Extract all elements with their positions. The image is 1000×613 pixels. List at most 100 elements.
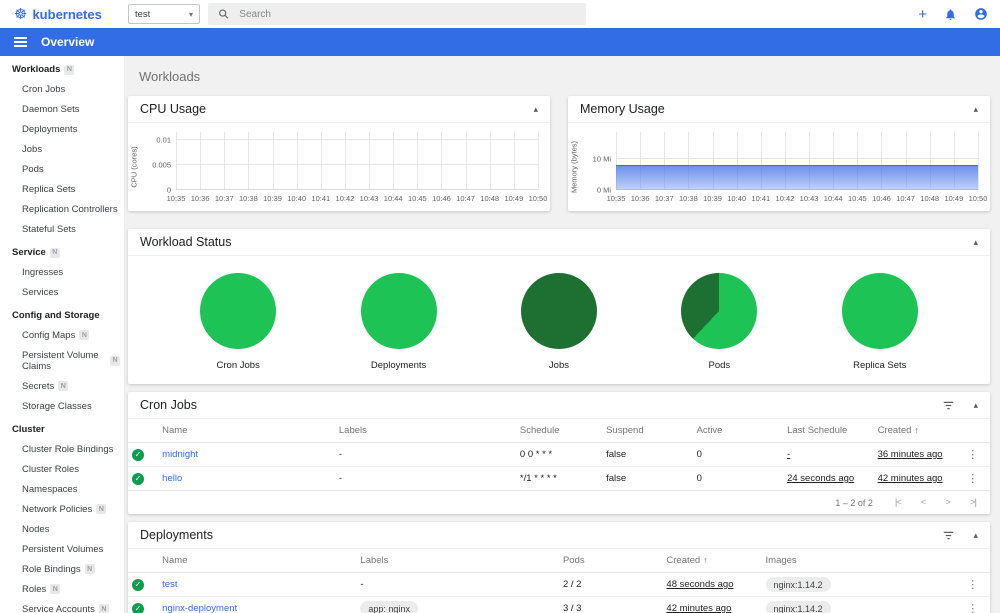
namespace-select[interactable]: test ▾: [128, 4, 200, 24]
sidebar-item-secrets[interactable]: Secrets N: [0, 376, 124, 396]
column-header-labels[interactable]: Labels: [334, 419, 516, 443]
label-chip: nginx:1.14.2: [765, 577, 831, 592]
sidebar-item-persistent-volumes[interactable]: Persistent Volumes: [0, 539, 124, 559]
sidebar-item-label: Cluster Roles: [22, 463, 80, 475]
column-header-images[interactable]: Images: [761, 549, 956, 573]
sidebar-item-config-maps[interactable]: Config Maps N: [0, 325, 124, 345]
sidebar-item-deployments[interactable]: Deployments: [0, 119, 124, 139]
sidebar-item-ingresses[interactable]: Ingresses: [0, 262, 124, 282]
last-page-icon[interactable]: >|: [969, 497, 977, 508]
sidebar-item-stateful-sets[interactable]: Stateful Sets: [0, 219, 124, 239]
collapse-up-icon[interactable]: ▴: [973, 236, 978, 247]
created-timestamp-link[interactable]: 42 minutes ago: [666, 603, 732, 613]
create-resource-icon[interactable]: +: [918, 5, 927, 23]
column-header-name[interactable]: Name: [158, 549, 357, 573]
column-header-label: Created: [666, 555, 701, 566]
created-cell: 36 minutes ago: [873, 442, 956, 467]
kebab-menu-icon[interactable]: ⋮: [967, 473, 979, 485]
timestamp-link[interactable]: -: [787, 449, 791, 460]
column-header-labels[interactable]: Labels: [356, 549, 559, 573]
pagination-controls: |< < > >|: [894, 497, 977, 508]
collapse-up-icon[interactable]: ▴: [533, 103, 538, 114]
sidebar-item-storage-classes[interactable]: Storage Classes: [0, 396, 124, 416]
first-page-icon[interactable]: |<: [894, 497, 902, 508]
filter-icon[interactable]: [942, 400, 955, 411]
cell-text: 0: [696, 449, 702, 460]
column-header-name[interactable]: Name: [158, 419, 335, 443]
collapse-up-icon[interactable]: ▴: [973, 103, 978, 114]
sidebar-item-nodes[interactable]: Nodes: [0, 519, 124, 539]
sidebar-item-label: Services: [22, 286, 59, 298]
pie-chart[interactable]: [360, 273, 437, 349]
kebab-menu-icon[interactable]: ⋮: [967, 603, 979, 613]
kubernetes-wheel-icon: ☸: [14, 5, 28, 23]
sidebar-item-cluster-roles[interactable]: Cluster Roles: [0, 459, 124, 479]
filter-icon[interactable]: [942, 530, 955, 541]
column-header-schedule[interactable]: Schedule: [515, 419, 603, 443]
sidebar-item-cron-jobs[interactable]: Cron Jobs: [0, 79, 124, 99]
kebab-menu-icon[interactable]: ⋮: [967, 449, 979, 461]
pie-chart[interactable]: [841, 273, 918, 349]
column-header-label: Pods: [562, 555, 585, 566]
workload-status-pie-pods: Pods: [681, 273, 758, 371]
workload-status-pie-cron-jobs: Cron Jobs: [200, 273, 277, 371]
cron-jobs-pagination: 1 – 2 of 2 |< < > >|: [128, 491, 990, 514]
created-timestamp-link[interactable]: 48 seconds ago: [666, 579, 734, 590]
workload-status-card: Workload Status ▴ Cron Jobs Deployments Jo…: [128, 229, 990, 384]
collapse-up-icon[interactable]: ▴: [973, 529, 978, 540]
resource-name-link[interactable]: hello: [162, 473, 183, 484]
resource-name-link[interactable]: midnight: [162, 449, 199, 460]
sidebar-section-config-and-storage[interactable]: Config and Storage: [0, 302, 124, 325]
column-header-created[interactable]: Created ↑: [873, 419, 956, 443]
column-header-suspend[interactable]: Suspend: [602, 419, 693, 443]
pie-chart[interactable]: [200, 273, 277, 349]
search-input[interactable]: [239, 8, 576, 20]
created-timestamp-link[interactable]: 36 minutes ago: [877, 449, 943, 460]
gridline: [296, 132, 298, 190]
memory-usage-title: Memory Usage: [580, 102, 665, 116]
timestamp-link[interactable]: 24 seconds ago: [787, 473, 855, 484]
pie-chart[interactable]: [520, 273, 597, 349]
x-axis-tick-label: 10:50: [528, 194, 548, 203]
chart-plot-area: 10:35 10:36 10:37 10:38 10:39 10:40 10:41 10:42…: [152, 132, 547, 203]
sidebar-item-roles[interactable]: Roles N: [0, 579, 124, 599]
search-bar[interactable]: [208, 3, 586, 25]
sidebar-section-workloads[interactable]: Workloads N: [0, 56, 124, 79]
sidebar-item-daemon-sets[interactable]: Daemon Sets: [0, 99, 124, 119]
sidebar-item-replication-controllers[interactable]: Replication Controllers: [0, 199, 124, 219]
user-account-icon[interactable]: [974, 7, 988, 21]
sidebar-item-jobs[interactable]: Jobs: [0, 139, 124, 159]
sidebar-item-service-accounts[interactable]: Service Accounts N: [0, 599, 124, 613]
column-header-last-schedule[interactable]: Last Schedule: [783, 419, 874, 443]
pie-chart[interactable]: [681, 273, 758, 349]
menu-hamburger-icon[interactable]: [14, 37, 27, 47]
namespaced-badge: N: [58, 381, 69, 391]
sidebar-item-replica-sets[interactable]: Replica Sets: [0, 179, 124, 199]
resource-name-link[interactable]: test: [162, 579, 178, 590]
sidebar-item-cluster-role-bindings[interactable]: Cluster Role Bindings: [0, 439, 124, 459]
sidebar-section-label: Service: [12, 247, 46, 258]
next-page-icon[interactable]: >: [945, 497, 950, 508]
sidebar-section-cluster[interactable]: Cluster: [0, 416, 124, 439]
sidebar-item-namespaces[interactable]: Namespaces: [0, 479, 124, 499]
previous-page-icon[interactable]: <: [920, 497, 926, 508]
gridline: [978, 132, 979, 190]
sidebar-item-network-policies[interactable]: Network Policies N: [0, 499, 124, 519]
pie-label: Cron Jobs: [216, 360, 260, 371]
sidebar-item-role-bindings[interactable]: Role Bindings N: [0, 559, 124, 579]
resource-name-link[interactable]: nginx-deployment: [162, 603, 238, 613]
column-header-pods[interactable]: Pods: [558, 549, 663, 573]
created-timestamp-link[interactable]: 42 minutes ago: [877, 473, 943, 484]
sidebar-item-services[interactable]: Services: [0, 282, 124, 302]
sidebar-item-pods[interactable]: Pods: [0, 159, 124, 179]
collapse-up-icon[interactable]: ▴: [973, 399, 978, 410]
sidebar-item-persistent-volume-claims[interactable]: Persistent Volume Claims N: [0, 345, 124, 376]
kubernetes-logo[interactable]: ☸ kubernetes: [14, 7, 114, 22]
x-axis-tick-label: 10:48: [480, 194, 500, 203]
cell-text: false: [606, 449, 627, 460]
sidebar-section-service[interactable]: Service N: [0, 239, 124, 262]
notifications-bell-icon[interactable]: [944, 8, 957, 21]
column-header-active[interactable]: Active: [692, 419, 784, 443]
kebab-menu-icon[interactable]: ⋮: [967, 579, 979, 591]
column-header-created[interactable]: Created ↑: [662, 549, 762, 573]
